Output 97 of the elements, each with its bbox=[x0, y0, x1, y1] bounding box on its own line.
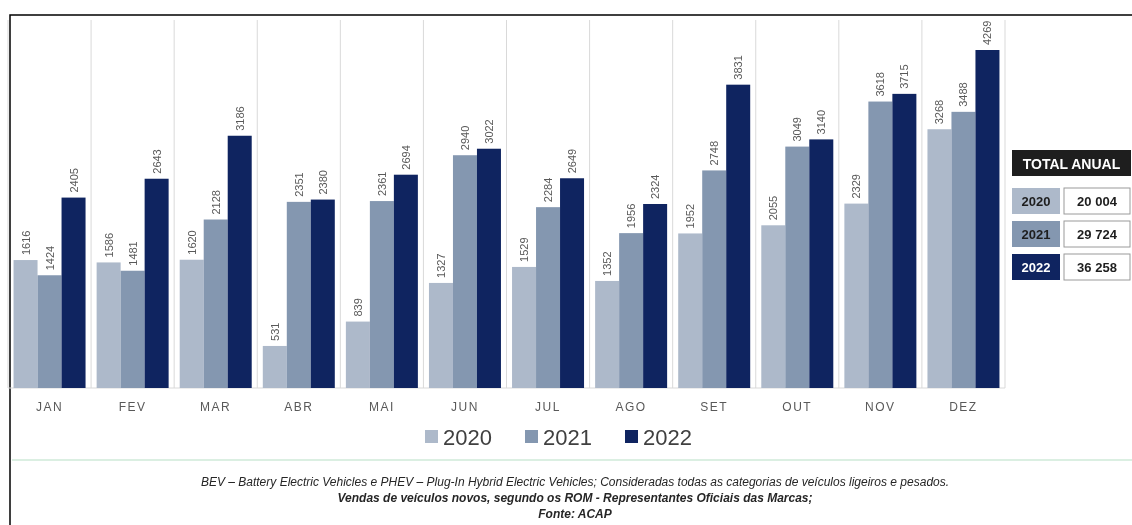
data-label: 3049 bbox=[791, 117, 804, 142]
bar bbox=[428, 282, 453, 388]
x-tick-label: AGO bbox=[615, 400, 647, 414]
data-label: 839 bbox=[351, 298, 364, 317]
data-label: 3186 bbox=[233, 106, 246, 131]
text: 29 724 bbox=[1077, 227, 1118, 242]
data-label: 2643 bbox=[150, 149, 163, 174]
bar bbox=[868, 101, 893, 388]
bar bbox=[227, 135, 252, 388]
bar bbox=[286, 201, 311, 388]
bar bbox=[13, 260, 38, 388]
legend-label: 2021 bbox=[543, 425, 592, 450]
bar bbox=[512, 266, 537, 388]
data-label: 3618 bbox=[874, 72, 887, 97]
bar bbox=[345, 321, 370, 388]
bar bbox=[37, 275, 62, 388]
text: Vendas de veículos novos, segundo os ROM - Representantes Oficiais das Marcas; bbox=[337, 491, 813, 505]
x-tick-label: JUN bbox=[451, 400, 479, 414]
bar bbox=[452, 155, 477, 388]
bar bbox=[262, 345, 287, 388]
data-label: 1586 bbox=[102, 232, 115, 258]
bar bbox=[619, 233, 644, 388]
data-label: 2128 bbox=[209, 190, 222, 215]
bar bbox=[476, 148, 501, 388]
x-tick-label: SET bbox=[700, 400, 729, 414]
data-label: 3488 bbox=[957, 82, 970, 107]
x-tick-label: FEV bbox=[118, 400, 147, 414]
data-label: 3140 bbox=[815, 109, 828, 135]
bar bbox=[536, 207, 561, 388]
data-label: 2329 bbox=[850, 174, 863, 199]
data-label: 2284 bbox=[542, 177, 555, 203]
x-tick-label: MAI bbox=[368, 400, 395, 414]
bar bbox=[369, 201, 394, 388]
data-label: 1956 bbox=[625, 203, 638, 229]
text: TOTAL ANUAL bbox=[1022, 156, 1121, 172]
x-tick-label: JUL bbox=[535, 400, 561, 414]
data-label: 1327 bbox=[434, 253, 447, 278]
bar bbox=[702, 170, 727, 388]
text: 36 258 bbox=[1077, 260, 1117, 275]
bar bbox=[809, 139, 834, 388]
data-label: 2324 bbox=[649, 174, 662, 199]
data-label: 1952 bbox=[684, 203, 697, 229]
data-label: 3715 bbox=[898, 64, 911, 89]
data-label: 1616 bbox=[19, 230, 32, 256]
data-label: 1352 bbox=[601, 251, 614, 276]
bar bbox=[951, 111, 976, 388]
bar bbox=[595, 280, 620, 388]
x-tick-label: ABR bbox=[284, 400, 314, 414]
text: 2022 bbox=[1021, 260, 1051, 275]
data-label: 2361 bbox=[375, 171, 388, 197]
data-label: 2351 bbox=[292, 172, 305, 197]
bar bbox=[726, 84, 751, 388]
bar bbox=[203, 219, 228, 388]
x-tick-label: OUT bbox=[782, 400, 813, 414]
data-label: 1424 bbox=[43, 245, 56, 271]
text: 2021 bbox=[1021, 227, 1051, 242]
data-label: 2649 bbox=[566, 148, 579, 174]
data-label: 1620 bbox=[185, 230, 198, 255]
source-note: Fonte: ACAP bbox=[538, 507, 613, 521]
data-label: 2694 bbox=[399, 145, 412, 170]
text: 20 004 bbox=[1077, 194, 1118, 209]
data-label: 2055 bbox=[767, 195, 780, 221]
x-tick-label: DEZ bbox=[949, 400, 978, 414]
bar bbox=[844, 203, 869, 388]
data-label: 3268 bbox=[933, 99, 946, 125]
bar bbox=[310, 199, 335, 388]
data-label: 531 bbox=[268, 322, 281, 341]
bar bbox=[678, 233, 703, 388]
legend-label: 2020 bbox=[443, 425, 492, 450]
bar bbox=[96, 262, 121, 388]
bar bbox=[761, 225, 786, 388]
bar bbox=[120, 270, 145, 388]
data-label: 3831 bbox=[732, 55, 745, 80]
bar bbox=[393, 174, 418, 388]
x-tick-label: MAR bbox=[200, 400, 232, 414]
data-label: 1481 bbox=[126, 241, 139, 266]
data-label: 2940 bbox=[458, 125, 471, 151]
text: BEV – Battery Electric Vehicles e PHEV – Plug-In Hybrid Electric Vehicles; Consideradas todas as categorias de veículos ligeiros e pesados. bbox=[200, 475, 950, 489]
bar bbox=[643, 204, 668, 388]
bar bbox=[179, 259, 204, 388]
x-tick-label: JAN bbox=[35, 400, 64, 414]
data-label: 1529 bbox=[518, 237, 531, 262]
bar bbox=[144, 178, 169, 388]
bar bbox=[892, 93, 917, 388]
data-label: 3022 bbox=[482, 119, 495, 144]
bar bbox=[61, 197, 86, 388]
data-label: 2748 bbox=[708, 140, 721, 166]
data-label: 2405 bbox=[67, 168, 80, 193]
data-label: 2380 bbox=[316, 170, 329, 195]
bar bbox=[560, 178, 585, 388]
text: 2020 bbox=[1021, 194, 1051, 209]
x-tick-label: NOV bbox=[865, 400, 896, 414]
legend-label: 2022 bbox=[643, 425, 692, 450]
bar bbox=[785, 146, 810, 388]
bar bbox=[975, 50, 1000, 388]
bar bbox=[927, 129, 952, 388]
data-label: 4269 bbox=[981, 20, 994, 45]
